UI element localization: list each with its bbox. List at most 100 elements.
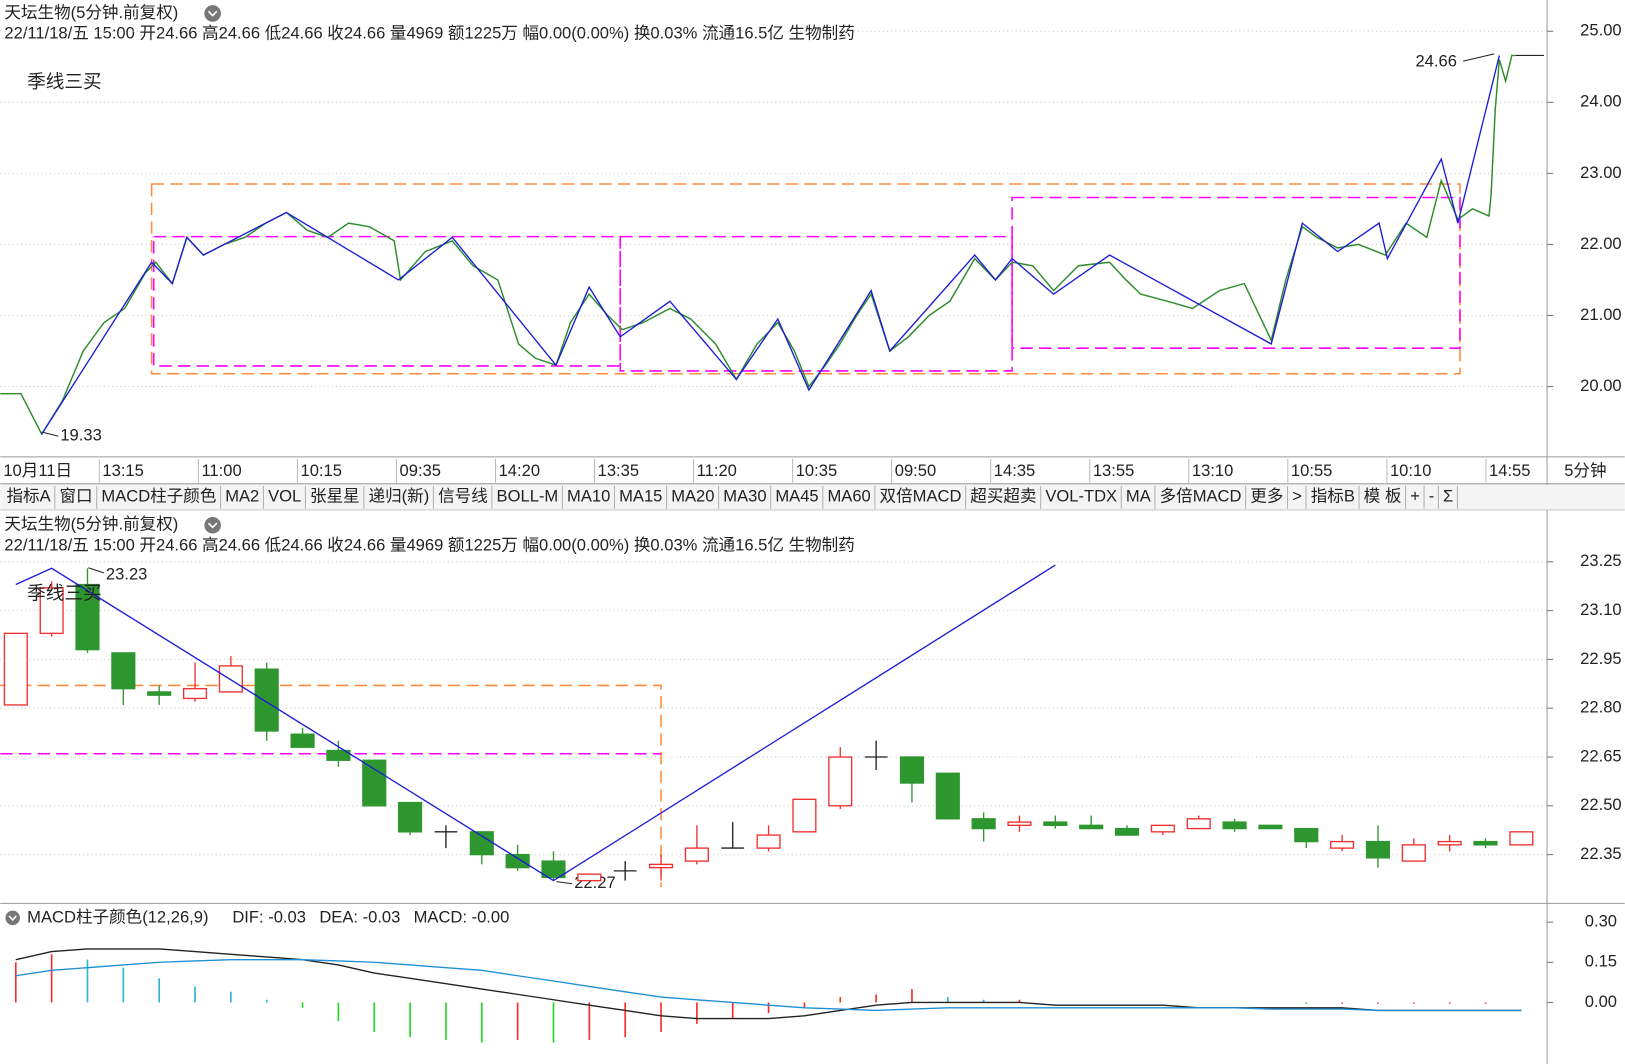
toolbar-label[interactable]: 更多 <box>1250 487 1283 506</box>
toolbar-button[interactable]: 多倍MACD <box>1160 485 1247 509</box>
candle-body <box>935 772 960 820</box>
candle-body <box>1258 824 1283 830</box>
x-tick-label: 10月11日 <box>3 461 72 480</box>
toolbar-button[interactable]: - <box>1429 485 1439 509</box>
candle-body <box>1222 821 1247 830</box>
dif-legend: DIF: -0.03 <box>232 907 306 926</box>
candle-body <box>3 632 28 706</box>
dropdown-icon[interactable] <box>204 516 221 534</box>
y-tick-label: 22.95 <box>1580 649 1621 668</box>
toolbar-label[interactable]: 指标B <box>1311 487 1355 506</box>
x-tick-label: 13:15 <box>102 461 143 480</box>
toolbar-button[interactable]: + <box>1410 485 1425 509</box>
toolbar-label[interactable]: 窗口 <box>59 487 92 506</box>
toolbar-label[interactable]: MA2 <box>225 487 259 506</box>
stock-title: 天坛生物(5分钟.前复权) <box>4 3 178 22</box>
candle-body <box>1186 818 1211 830</box>
quote-info: 22/11/18/五 15:00 开24.66 高24.66 低24.66 收2… <box>4 535 854 554</box>
candle-body <box>505 853 530 869</box>
toolbar-label[interactable]: VOL <box>268 487 301 506</box>
toolbar-button[interactable]: MA2 <box>225 485 264 509</box>
toolbar-button[interactable]: BOLL-M <box>497 485 563 509</box>
x-tick-label: 13:55 <box>1093 461 1134 480</box>
toolbar-label[interactable]: 递归(新) <box>369 487 430 506</box>
x-tick-label: 13:10 <box>1192 461 1233 480</box>
toolbar-label[interactable]: MA20 <box>671 487 714 506</box>
x-tick-label: 11:20 <box>697 461 737 480</box>
toolbar-button[interactable]: MA <box>1126 485 1156 509</box>
toolbar-label[interactable]: BOLL-M <box>497 487 559 506</box>
label-pointer <box>88 567 105 574</box>
dropdown-icon[interactable] <box>5 910 20 926</box>
candle-body <box>1401 844 1426 862</box>
y-tick-label: 22.50 <box>1580 795 1621 814</box>
toolbar-background <box>0 484 1625 510</box>
y-tick-label: 0.00 <box>1585 992 1617 1011</box>
toolbar-label[interactable]: MACD柱子颜色 <box>101 487 216 506</box>
toolbar-button[interactable]: MA10 <box>567 485 615 509</box>
toolbar-button[interactable]: MA15 <box>619 485 668 509</box>
x-tick-label: 10:35 <box>796 461 837 480</box>
toolbar-button[interactable]: 模 板 <box>1364 485 1407 509</box>
low-label: 19.33 <box>60 426 101 445</box>
y-tick-label: 23.10 <box>1580 600 1621 619</box>
toolbar-label[interactable]: 模 板 <box>1364 487 1402 506</box>
zigzag-line <box>15 564 1056 882</box>
label-pointer <box>556 881 573 885</box>
toolbar-button[interactable]: MA60 <box>827 485 876 509</box>
toolbar-label[interactable]: 双倍MACD <box>880 487 962 506</box>
toolbar-label[interactable]: + <box>1410 487 1420 506</box>
candle-body <box>290 733 315 748</box>
y-tick-label: 22.35 <box>1580 844 1621 863</box>
toolbar-label[interactable]: VOL-TDX <box>1045 487 1117 506</box>
toolbar-label[interactable]: MA <box>1126 487 1152 506</box>
y-tick-label: 23.00 <box>1580 163 1621 182</box>
toolbar-button[interactable]: MA20 <box>671 485 720 509</box>
toolbar-button[interactable]: 张星星 <box>310 485 365 509</box>
toolbar-button[interactable]: MACD柱子颜色 <box>101 485 222 509</box>
candle-body <box>1330 840 1355 849</box>
x-tick-label: 14:35 <box>994 461 1035 480</box>
toolbar-button[interactable]: Σ <box>1443 485 1458 509</box>
candle-body <box>1007 821 1032 827</box>
price-line <box>0 54 1516 436</box>
toolbar-label[interactable]: MA10 <box>567 487 610 506</box>
toolbar-button[interactable]: 指标B <box>1311 485 1360 509</box>
toolbar-label[interactable]: MA15 <box>619 487 662 506</box>
toolbar-button[interactable]: 双倍MACD <box>880 485 967 509</box>
toolbar-button[interactable]: 超买超卖 <box>970 485 1042 509</box>
toolbar-button[interactable]: VOL-TDX <box>1045 485 1122 509</box>
annotation: 季线三买 <box>27 583 102 604</box>
toolbar-button[interactable]: VOL <box>268 485 306 509</box>
dropdown-icon[interactable] <box>204 5 221 22</box>
y-tick-label: 21.00 <box>1580 305 1621 324</box>
toolbar-label[interactable]: 信号线 <box>438 487 488 506</box>
y-tick-label: 25.00 <box>1580 21 1621 40</box>
toolbar-button[interactable]: 窗口 <box>59 485 98 509</box>
toolbar-label[interactable]: Σ <box>1443 487 1453 506</box>
stock-title: 天坛生物(5分钟.前复权) <box>4 515 178 534</box>
x-tick-label: 14:20 <box>499 461 540 480</box>
toolbar-label[interactable]: 指标A <box>6 487 51 506</box>
toolbar-button[interactable]: > <box>1292 485 1307 509</box>
toolbar-label[interactable]: 张星星 <box>310 487 360 506</box>
toolbar-label[interactable]: > <box>1292 487 1302 506</box>
candle-body <box>1437 840 1462 846</box>
toolbar-label[interactable]: MA45 <box>775 487 818 506</box>
x-tick-label: 14:55 <box>1489 461 1530 480</box>
toolbar-label[interactable]: 多倍MACD <box>1160 487 1242 506</box>
high-label: 23.23 <box>106 564 147 583</box>
toolbar-label[interactable]: 超买超卖 <box>970 487 1036 506</box>
candle-body <box>39 587 64 635</box>
toolbar-button[interactable]: MA45 <box>775 485 824 509</box>
toolbar-button[interactable]: MA30 <box>723 485 772 509</box>
toolbar-button[interactable]: 更多 <box>1250 485 1289 509</box>
toolbar-button[interactable]: 信号线 <box>438 485 493 509</box>
candle-body <box>398 801 423 833</box>
toolbar-label[interactable]: MA60 <box>827 487 870 506</box>
toolbar-button[interactable]: 递归(新) <box>369 485 434 509</box>
toolbar-button[interactable]: 指标A <box>6 485 56 509</box>
toolbar-label[interactable]: - <box>1429 487 1435 506</box>
x-tick-label: 09:50 <box>895 461 936 480</box>
toolbar-label[interactable]: MA30 <box>723 487 766 506</box>
